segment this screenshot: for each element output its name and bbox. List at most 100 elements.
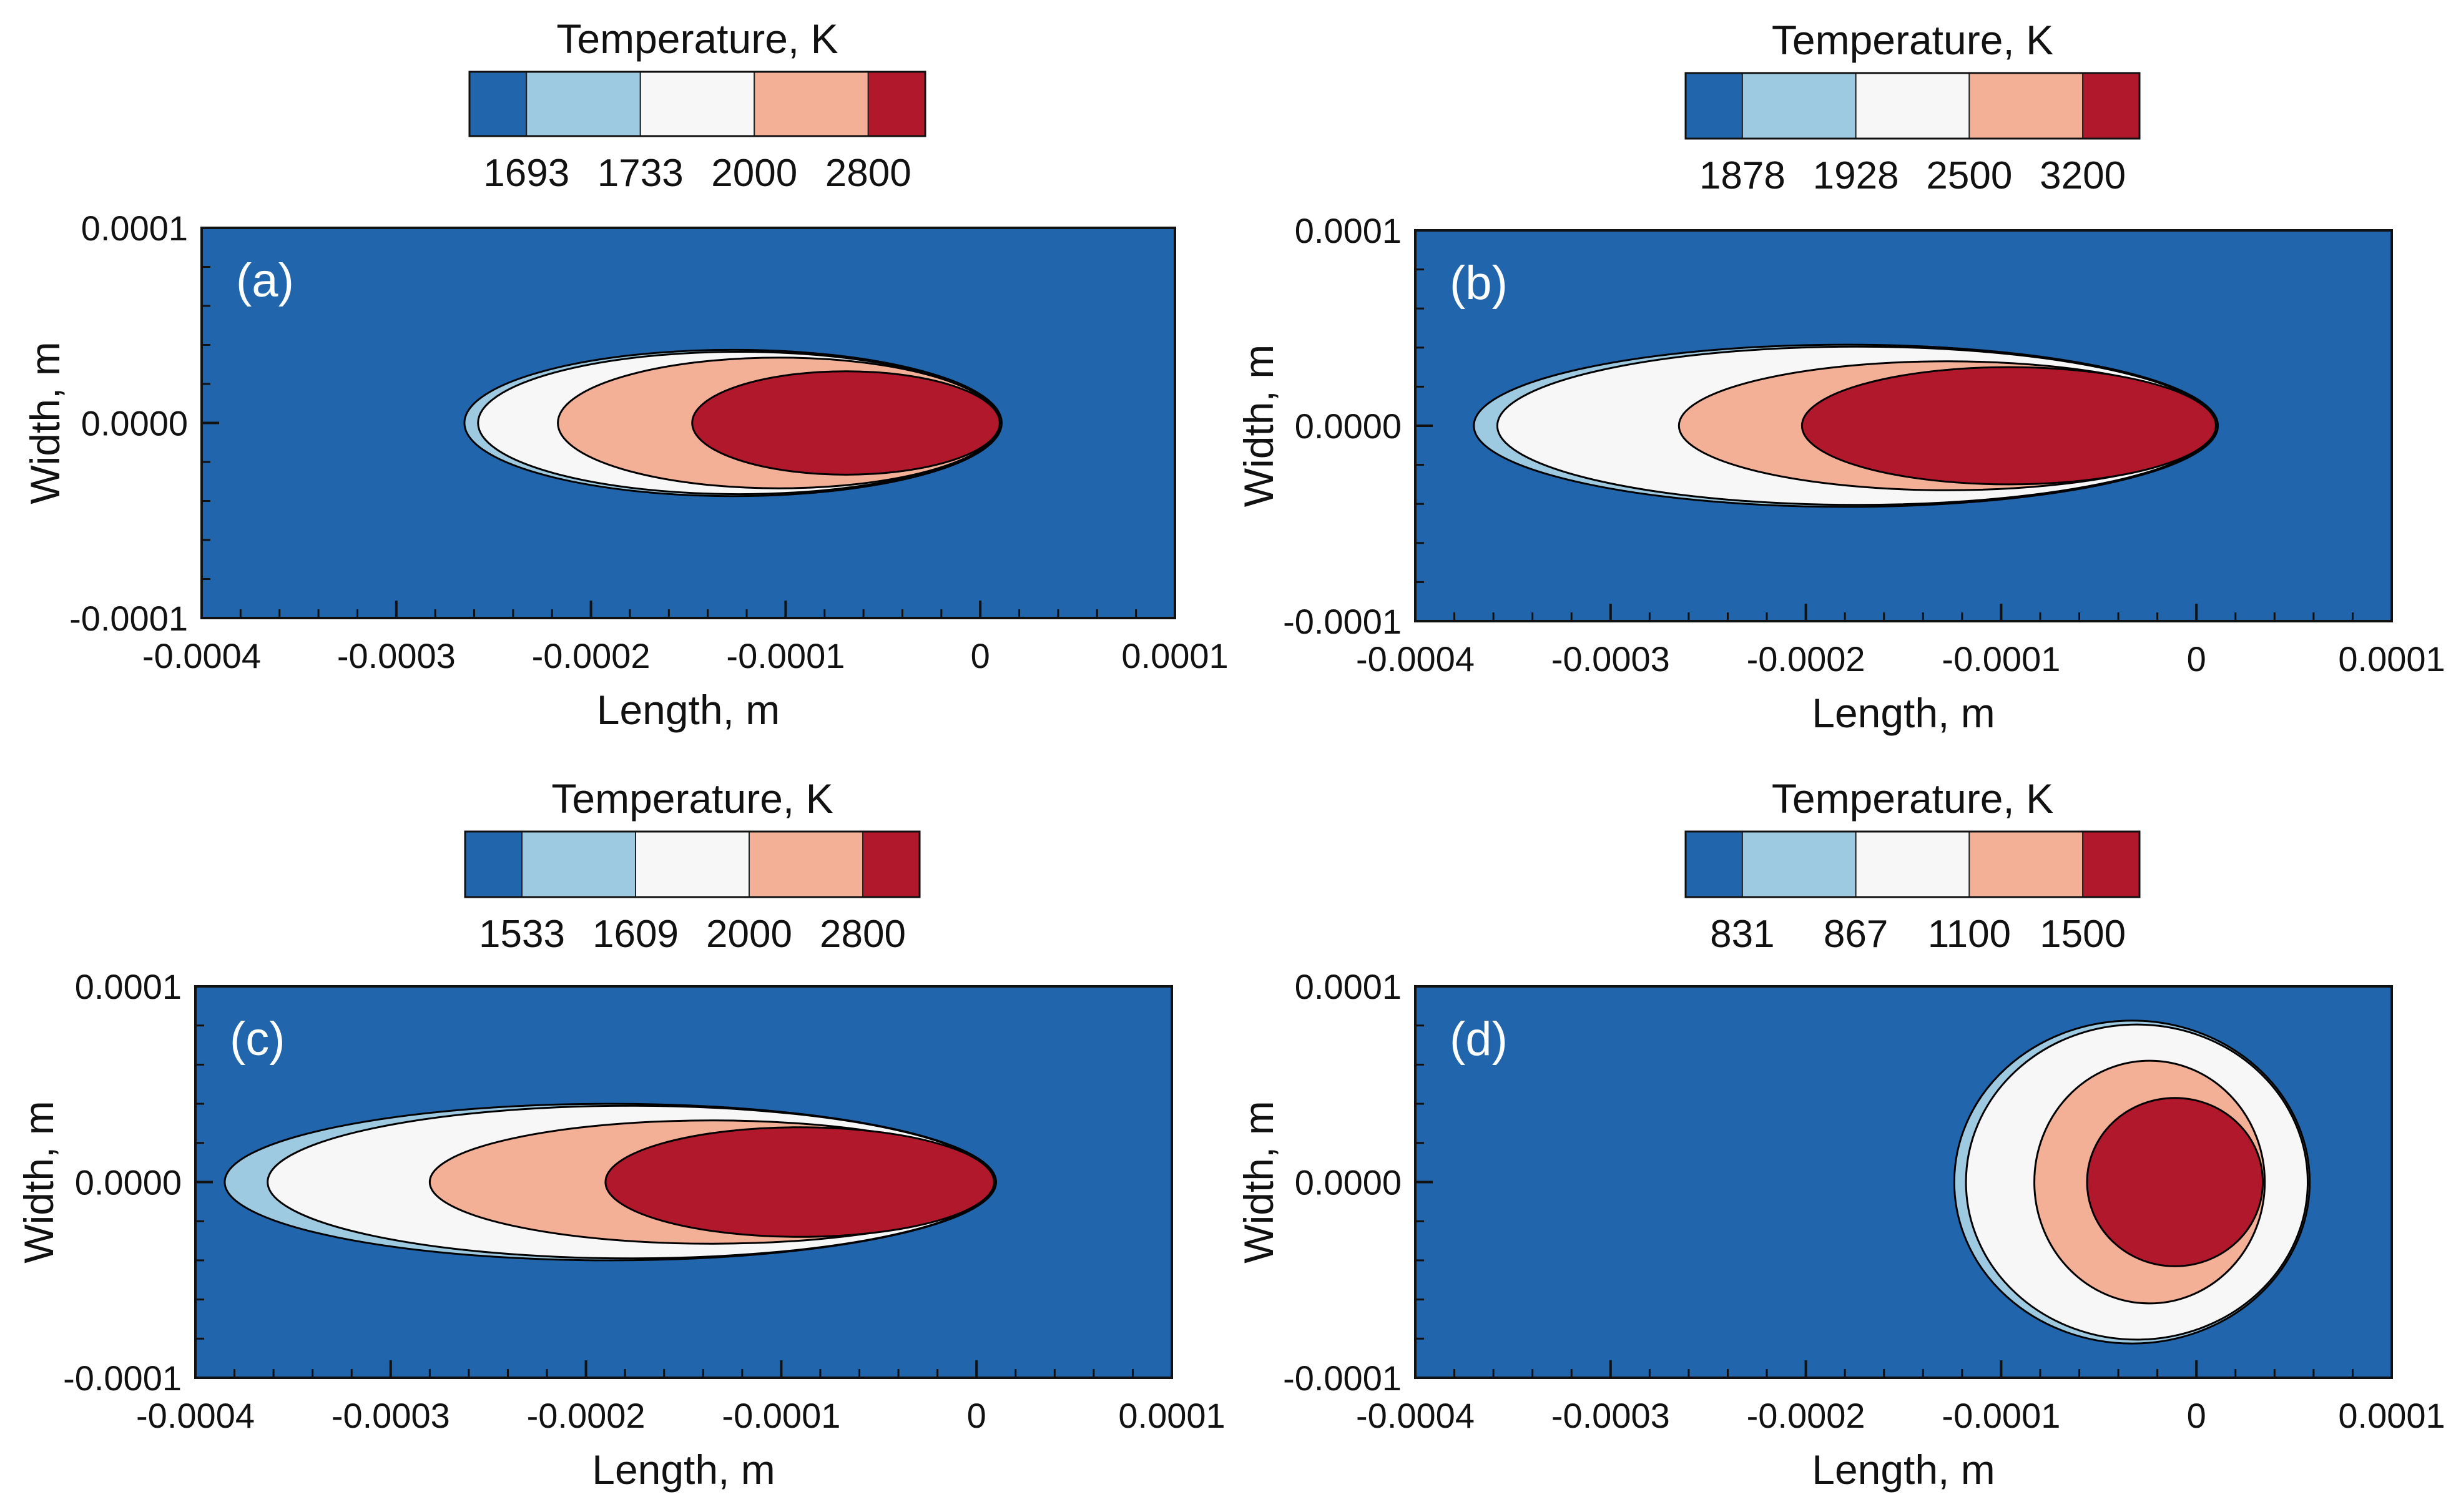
isotherm-3200 <box>1800 366 2217 486</box>
colorbar-tick-label: 2800 <box>825 152 911 195</box>
colorbar-tick-label: 1733 <box>597 152 684 195</box>
x-tick-label: -0.0001 <box>1942 1396 2060 1435</box>
y-tick-label: -0.0001 <box>63 1358 182 1398</box>
y-tick-label: -0.0001 <box>69 599 188 638</box>
x-tick-label: -0.0001 <box>726 636 845 675</box>
colorbar-segment <box>635 831 750 898</box>
colorbar-segment <box>469 71 528 137</box>
colorbar-tick-label: 2000 <box>706 913 792 956</box>
colorbar-segment <box>1685 831 1743 898</box>
colorbar-segment <box>862 831 920 898</box>
x-tick-label: -0.0003 <box>1551 1396 1670 1435</box>
colorbar-segment <box>867 71 926 137</box>
colorbar-tick-label: 1609 <box>592 913 679 956</box>
colorbar-segment <box>754 71 869 137</box>
y-tick-label: 0.0000 <box>75 1163 182 1202</box>
colorbar-tick-label: 1928 <box>1813 154 1899 197</box>
x-tick-label: -0.0001 <box>1942 639 2060 679</box>
colorbar-segment <box>464 831 523 898</box>
panel-label: (c) <box>230 1013 285 1066</box>
colorbar-tick-label: 3200 <box>2040 154 2126 197</box>
colorbar-segment <box>1741 72 1857 139</box>
colorbar-segment <box>526 71 641 137</box>
x-tick-label: 0.0001 <box>2338 1396 2445 1435</box>
colorbar-segment <box>2082 831 2140 898</box>
colorbar-tick-label: 1878 <box>1699 154 1786 197</box>
x-tick-label: 0 <box>2187 639 2206 679</box>
isotherm-1500 <box>2086 1097 2264 1267</box>
colorbar-segment <box>1855 831 1970 898</box>
y-tick-label: 0.0000 <box>1295 1163 1402 1202</box>
colorbar-segment <box>1968 831 2084 898</box>
x-tick-label: -0.0003 <box>332 1396 450 1435</box>
y-tick-label: 0.0001 <box>1295 967 1402 1006</box>
colorbar-title: Temperature, K <box>556 16 838 62</box>
x-tick-label: -0.0004 <box>1356 639 1475 679</box>
x-axis-label: Length, m <box>1812 690 1995 736</box>
x-tick-label: 0 <box>971 636 990 675</box>
colorbar-tick-label: 1500 <box>2040 913 2126 956</box>
y-axis-label: Width, m <box>22 341 68 504</box>
x-tick-label: -0.0002 <box>532 636 651 675</box>
colorbar-segment <box>1968 72 2084 139</box>
chart-panel-3: Temperature, K 1533 1609 2000 2800 (c) -0.0004… <box>16 775 1226 1493</box>
colorbar-segment <box>639 71 755 137</box>
x-tick-label: -0.0004 <box>1356 1396 1475 1435</box>
x-axis-label: Length, m <box>1812 1446 1995 1493</box>
colorbar-tick-label: 1100 <box>1928 913 2011 956</box>
colorbar-frame <box>468 71 926 137</box>
y-tick-label: -0.0001 <box>1283 602 1402 641</box>
colorbar-segment <box>749 831 863 898</box>
x-tick-label: 0.0001 <box>1118 1396 1225 1435</box>
chart-panel-1: Temperature, K 1693 1733 2000 2800 (a) -0.0004… <box>22 16 1229 733</box>
y-axis-label: Width, m <box>1235 1101 1282 1263</box>
x-tick-label: -0.0003 <box>337 636 456 675</box>
x-axis-label: Length, m <box>597 687 780 733</box>
x-tick-label: 0.0001 <box>1121 636 1228 675</box>
x-tick-label: -0.0002 <box>1747 1396 1865 1435</box>
x-tick-label: 0.0001 <box>2338 639 2445 679</box>
y-tick-label: 0.0001 <box>1295 211 1402 250</box>
isotherm-2800 <box>604 1126 995 1238</box>
panel-label: (a) <box>236 254 294 307</box>
colorbar-tick-label: 1693 <box>483 152 569 195</box>
x-tick-label: -0.0004 <box>136 1396 255 1435</box>
colorbar-title: Temperature, K <box>1772 775 2053 822</box>
y-tick-label: -0.0001 <box>1283 1358 1402 1398</box>
y-tick-label: 0.0001 <box>75 967 182 1006</box>
panel-label: (d) <box>1450 1013 1508 1066</box>
colorbar-tick-label: 2800 <box>820 913 906 956</box>
colorbar-segment <box>2082 72 2140 139</box>
colorbar-tick-label: 2500 <box>1926 154 2012 197</box>
colorbar-title: Temperature, K <box>551 775 833 822</box>
y-axis-label: Width, m <box>1235 345 1282 507</box>
x-tick-label: -0.0002 <box>1747 639 1865 679</box>
colorbar-segment <box>521 831 636 898</box>
colorbar-segment <box>1855 72 1970 139</box>
colorbar-tick-label: 867 <box>1824 913 1888 956</box>
panel-label: (b) <box>1450 257 1508 310</box>
colorbar-segment <box>1741 831 1857 898</box>
chart-panel-2: Temperature, K 1878 1928 2500 3200 (b) -0.0004… <box>1235 17 2445 736</box>
colorbar-frame <box>1684 72 2141 140</box>
y-tick-label: 0.0000 <box>1295 406 1402 446</box>
colorbar-tick-label: 1533 <box>479 913 565 956</box>
colorbar-frame <box>1684 830 2141 898</box>
y-tick-label: 0.0000 <box>81 404 188 443</box>
x-tick-label: -0.0003 <box>1551 639 1670 679</box>
colorbar-title: Temperature, K <box>1772 17 2053 63</box>
x-tick-label: -0.0004 <box>142 636 261 675</box>
colorbar-frame <box>464 830 921 898</box>
x-tick-label: -0.0001 <box>722 1396 840 1435</box>
x-tick-label: 0 <box>2187 1396 2206 1435</box>
colorbar-tick-label: 2000 <box>711 152 797 195</box>
colorbar-tick-label: 831 <box>1710 913 1774 956</box>
y-tick-label: 0.0001 <box>81 209 188 248</box>
isotherm-2800 <box>691 370 1001 476</box>
y-axis-label: Width, m <box>16 1101 62 1263</box>
x-tick-label: -0.0002 <box>527 1396 646 1435</box>
x-axis-label: Length, m <box>592 1446 775 1493</box>
x-tick-label: 0 <box>967 1396 986 1435</box>
